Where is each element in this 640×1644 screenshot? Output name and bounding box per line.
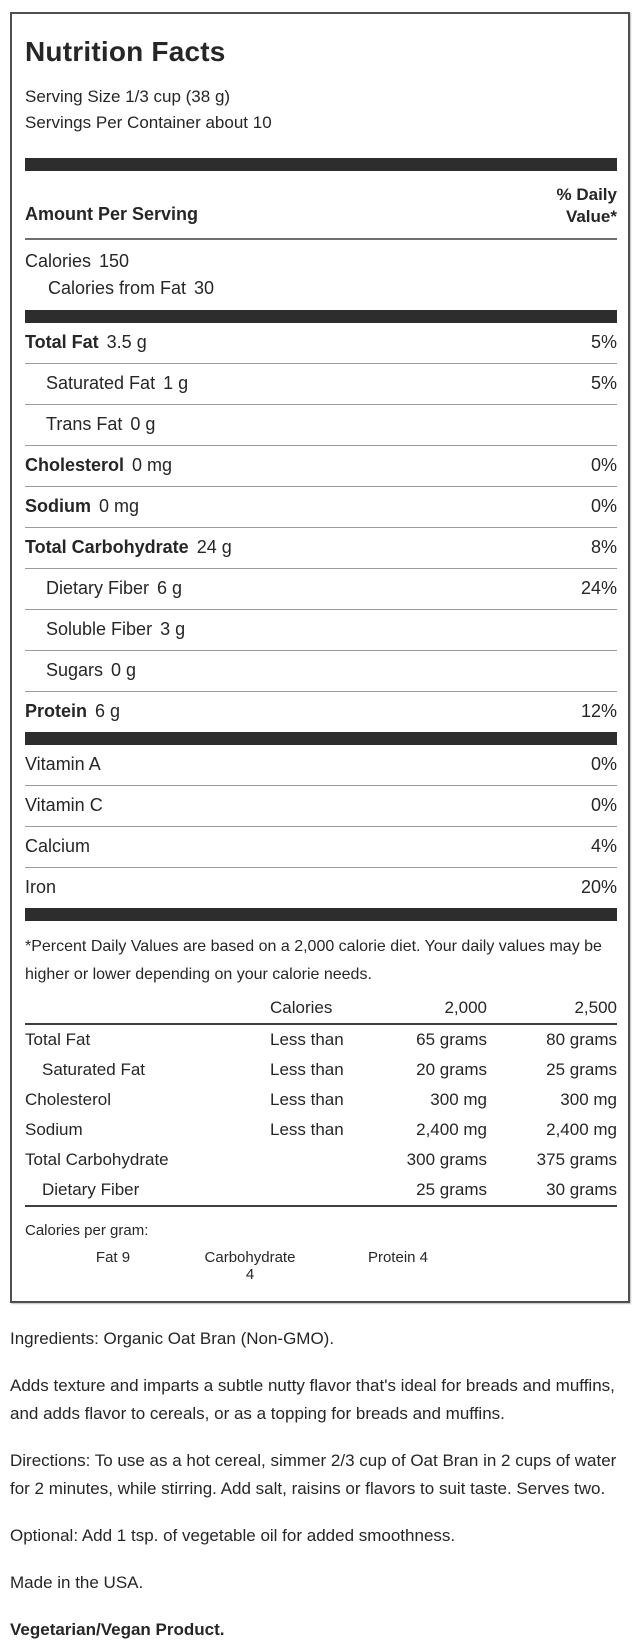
daily-value-header-line2: Value* bbox=[565, 207, 617, 226]
directions-text: Directions: To use as a hot cereal, simm… bbox=[10, 1451, 617, 1498]
nutrient-row-saturated-fat: Saturated Fat 1 g 5% bbox=[25, 363, 617, 404]
nutrient-daily-value: 8% bbox=[590, 537, 617, 557]
nutrient-amount: 3.5 g bbox=[106, 332, 147, 352]
vitamin-row-iron: Iron 20% bbox=[25, 867, 617, 908]
dv-table-header-2000: 2,000 bbox=[444, 998, 487, 1017]
daily-value-footnote: *Percent Daily Values are based on a 2,0… bbox=[25, 938, 602, 983]
nutrient-row-dietary-fiber: Dietary Fiber 6 g 24% bbox=[25, 568, 617, 609]
dv-table-row: Saturated Fat Less than 20 grams 25 gram… bbox=[42, 1060, 617, 1079]
vegetarian-text: Vegetarian/Vegan Product. bbox=[10, 1620, 225, 1639]
dv-table-body: Total Fat Less than 65 grams 80 grams Sa… bbox=[25, 1025, 617, 1207]
dv-table-row: Dietary Fiber 25 grams 30 grams bbox=[42, 1180, 617, 1199]
nutrient-label: Sodium bbox=[25, 496, 91, 516]
nutrient-daily-value: 5% bbox=[590, 373, 617, 393]
calories-per-gram-protein: Protein 4 bbox=[367, 1249, 429, 1266]
nutrient-row-soluble-fiber: Soluble Fiber 3 g bbox=[25, 609, 617, 650]
calories-per-gram-carbohydrate: Carbohydrate 4 bbox=[204, 1249, 296, 1283]
vitamin-daily-value: 4% bbox=[590, 836, 617, 856]
nutrient-label: Sugars bbox=[46, 660, 104, 680]
thick-separator-bar bbox=[25, 908, 617, 921]
header-divider bbox=[25, 238, 617, 240]
calories-per-gram-label: Calories per gram: bbox=[25, 1222, 149, 1239]
nutrient-row-sugars: Sugars 0 g bbox=[25, 650, 617, 691]
nutrition-facts-label: Nutrition Facts Serving Size 1/3 cup (38… bbox=[10, 12, 630, 1303]
nutrient-row-cholesterol: Cholesterol 0 mg 0% bbox=[25, 445, 617, 486]
amount-per-serving-label: Amount Per Serving bbox=[25, 204, 199, 224]
nutrient-daily-value: 0% bbox=[590, 455, 617, 475]
dv-table-row: Cholesterol Less than 300 mg 300 mg bbox=[25, 1090, 617, 1109]
nutrient-daily-value: 0% bbox=[590, 496, 617, 516]
dv-table-row: Total Carbohydrate 300 grams 375 grams bbox=[25, 1150, 617, 1169]
nutrient-amount: 0 mg bbox=[132, 455, 173, 475]
dv-table-header-calories: Calories bbox=[270, 998, 333, 1017]
nutrient-label: Cholesterol bbox=[25, 455, 125, 475]
nutrient-row-total-fat: Total Fat 3.5 g 5% bbox=[25, 323, 617, 363]
thick-separator-bar bbox=[25, 310, 617, 323]
vitamin-label: Iron bbox=[25, 877, 57, 897]
thick-separator-bar bbox=[25, 158, 617, 171]
nutrient-label: Protein bbox=[25, 701, 88, 721]
dv-table-row: Total Fat Less than 65 grams 80 grams bbox=[25, 1030, 617, 1049]
nutrient-rows: Total Fat 3.5 g 5% Saturated Fat 1 g 5% Tr… bbox=[25, 323, 617, 732]
product-details: Ingredients: Organic Oat Bran (Non-GMO).… bbox=[10, 1325, 628, 1644]
vitamin-row-vitamin-a: Vitamin A 0% bbox=[25, 745, 617, 785]
vitamin-label: Calcium bbox=[25, 836, 91, 856]
calories-per-gram-items: Fat 9 Carbohydrate 4 Protein 4 bbox=[25, 1249, 617, 1283]
calories-per-gram-fat: Fat 9 bbox=[95, 1249, 131, 1266]
nutrient-row-sodium: Sodium 0 mg 0% bbox=[25, 486, 617, 527]
ingredients-text: Ingredients: Organic Oat Bran (Non-GMO). bbox=[10, 1329, 335, 1348]
daily-value-header-line1: % Daily bbox=[556, 185, 617, 204]
nutrient-label: Total Carbohydrate bbox=[25, 537, 189, 557]
nutrient-amount: 6 g bbox=[95, 701, 121, 721]
vitamin-label: Vitamin C bbox=[25, 795, 103, 815]
dv-table-header-row: Calories 2,000 2,500 bbox=[25, 993, 617, 1025]
made-in-text: Made in the USA. bbox=[10, 1573, 144, 1592]
nutrient-label: Total Fat bbox=[25, 332, 99, 352]
thick-separator-bar bbox=[25, 732, 617, 745]
nutrient-amount: 24 g bbox=[196, 537, 232, 557]
calories-line: Calories 150 bbox=[25, 248, 617, 275]
label-title: Nutrition Facts bbox=[25, 36, 226, 67]
nutrient-label: Trans Fat bbox=[46, 414, 123, 434]
nutrient-label: Soluble Fiber bbox=[46, 619, 153, 639]
nutrient-amount: 0 g bbox=[111, 660, 137, 680]
amount-per-serving-header: Amount Per Serving % Daily Value* bbox=[25, 184, 617, 228]
nutrient-amount: 1 g bbox=[163, 373, 189, 393]
vitamin-daily-value: 0% bbox=[590, 795, 617, 815]
calories-from-fat-label: Calories from Fat bbox=[48, 278, 187, 298]
vitamin-daily-value: 20% bbox=[580, 877, 617, 897]
vitamin-row-calcium: Calcium 4% bbox=[25, 826, 617, 867]
nutrient-amount: 3 g bbox=[160, 619, 186, 639]
calories-from-fat-line: Calories from Fat 30 bbox=[25, 275, 617, 302]
nutrient-amount: 0 g bbox=[130, 414, 156, 434]
dv-table-row: Sodium Less than 2,400 mg 2,400 mg bbox=[25, 1120, 617, 1139]
dv-table-header-2500: 2,500 bbox=[574, 998, 617, 1017]
nutrient-row-total-carbohydrate: Total Carbohydrate 24 g 8% bbox=[25, 527, 617, 568]
nutrient-label: Dietary Fiber bbox=[46, 578, 150, 598]
daily-value-header: % Daily Value* bbox=[557, 184, 617, 228]
nutrient-amount: 6 g bbox=[157, 578, 183, 598]
vitamin-rows: Vitamin A 0% Vitamin C 0% Calcium 4% Iro… bbox=[25, 745, 617, 908]
daily-value-reference-table: Calories 2,000 2,500 Total Fat Less than… bbox=[25, 993, 617, 1207]
vitamin-label: Vitamin A bbox=[25, 754, 101, 774]
description-text: Adds texture and imparts a subtle nutty … bbox=[10, 1376, 615, 1423]
vitamin-row-vitamin-c: Vitamin C 0% bbox=[25, 785, 617, 826]
calories-per-gram-section: Calories per gram: Fat 9 Carbohydrate 4 … bbox=[25, 1219, 617, 1291]
optional-text: Optional: Add 1 tsp. of vegetable oil fo… bbox=[10, 1526, 456, 1545]
nutrient-row-trans-fat: Trans Fat 0 g bbox=[25, 404, 617, 445]
calories-from-fat-value: 30 bbox=[194, 278, 215, 298]
nutrient-row-protein: Protein 6 g 12% bbox=[25, 691, 617, 732]
vitamin-daily-value: 0% bbox=[590, 754, 617, 774]
nutrient-label: Saturated Fat bbox=[46, 373, 156, 393]
nutrient-daily-value: 12% bbox=[580, 701, 617, 721]
nutrient-daily-value: 5% bbox=[590, 332, 617, 352]
nutrient-daily-value: 24% bbox=[580, 578, 617, 598]
calories-value: 150 bbox=[99, 251, 130, 271]
nutrient-amount: 0 mg bbox=[99, 496, 140, 516]
calories-label: Calories bbox=[25, 251, 92, 271]
servings-per-container: Servings Per Container about 10 bbox=[25, 113, 272, 132]
calories-block: Calories 150 Calories from Fat 30 bbox=[25, 240, 617, 310]
serving-size: Serving Size 1/3 cup (38 g) bbox=[25, 87, 231, 106]
